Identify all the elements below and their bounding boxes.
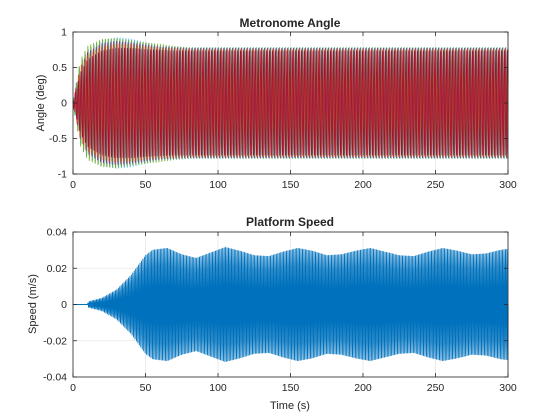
speed-xtick-label: 50: [140, 382, 152, 394]
angle-ytick-label: 0: [61, 98, 67, 110]
speed-ytick-label: 0: [61, 299, 67, 311]
angle-ylabel: Angle (deg): [35, 75, 47, 132]
speed-ytick-label: 0.02: [47, 263, 68, 275]
angle-xtick-label: 100: [209, 179, 227, 191]
speed-ytick-label: -0.02: [43, 335, 67, 347]
speed-xtick-label: 150: [282, 382, 300, 394]
angle-ytick-label: -1: [58, 169, 67, 181]
speed-xtick-label: 100: [209, 382, 227, 394]
angle-xtick-label: 250: [427, 179, 445, 191]
angle-ytick-label: 0.5: [52, 62, 67, 74]
angle-xtick-label: 300: [499, 179, 517, 191]
angle-xtick-label: 150: [282, 179, 300, 191]
speed-title: Platform Speed: [246, 215, 334, 229]
angle-xtick-label: 200: [354, 179, 372, 191]
speed-xtick-label: 300: [499, 382, 517, 394]
angle-ytick-label: -0.5: [49, 133, 67, 145]
speed-xtick-label: 0: [70, 382, 76, 394]
speed-xtick-label: 250: [427, 382, 445, 394]
speed-axes: 0 50 100 150 200 250 300 -0.04 -0.02 0 0.02 0.04 Pl…: [27, 215, 517, 412]
angle-ytick-label: 1: [61, 27, 67, 39]
angle-xtick-label: 0: [70, 179, 76, 191]
angle-xtick-label: 50: [140, 179, 152, 191]
speed-xlabel: Time (s): [270, 400, 310, 412]
angle-title: Metronome Angle: [240, 16, 341, 30]
speed-ytick-label: -0.04: [43, 372, 67, 384]
angle-axes: 0 50 100 150 200 250 300 -1 -0.5 0 0.5 1 Metronome …: [35, 16, 517, 191]
speed-xtick-label: 200: [354, 382, 372, 394]
speed-ylabel: Speed (m/s): [27, 274, 39, 334]
speed-ytick-label: 0.04: [47, 227, 68, 239]
